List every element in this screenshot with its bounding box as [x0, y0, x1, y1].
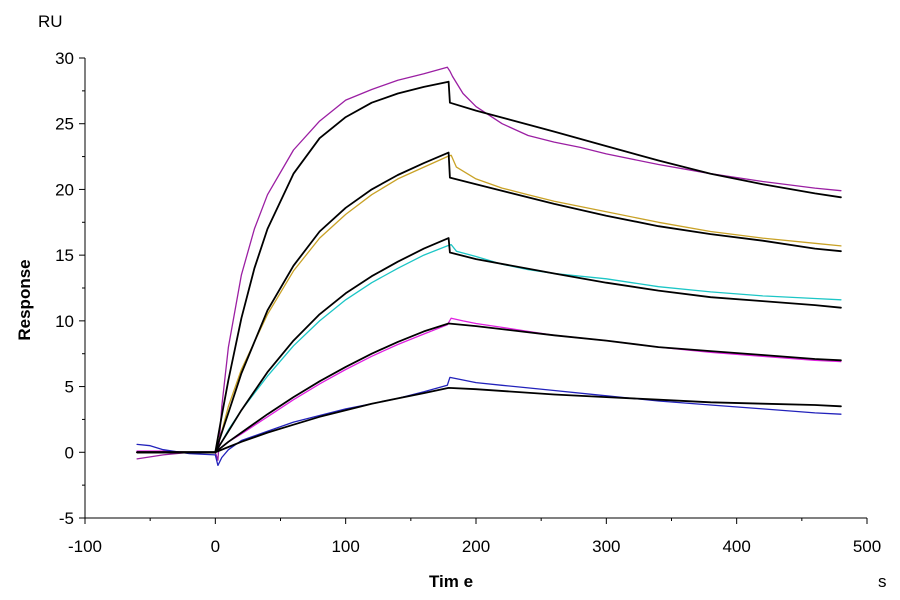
response-curve-1	[136, 154, 842, 453]
y-axis-title: Response	[15, 259, 34, 340]
axes: -5 0 5 10 15 20 25 30 -100 0 100 200 300 400 500	[55, 49, 881, 556]
plot-area	[136, 66, 842, 467]
x-unit-label: s	[878, 572, 887, 591]
x-tick-label: 400	[722, 537, 750, 556]
y-tick-label: 25	[55, 115, 74, 134]
x-tick-label: 100	[331, 537, 359, 556]
y-tick-label: 30	[55, 49, 74, 68]
fit-curve-6	[136, 151, 842, 454]
fit-curve-8	[136, 322, 842, 454]
x-tick-label: 300	[592, 537, 620, 556]
y-tick-label: 20	[55, 180, 74, 199]
y-tick-label: 5	[65, 378, 74, 397]
response-curve-0	[136, 66, 842, 461]
fit-curve-9	[136, 387, 842, 454]
fit-curve-5	[136, 80, 842, 454]
x-tick-label: -100	[68, 537, 102, 556]
x-tick-label: 200	[462, 537, 490, 556]
x-axis-title: Tim e	[429, 572, 473, 591]
x-tick-label: 0	[211, 537, 220, 556]
y-tick-label: -5	[59, 509, 74, 528]
y-unit-label: RU	[38, 12, 63, 31]
x-tick-label: 500	[853, 537, 881, 556]
response-curve-2	[136, 243, 842, 453]
y-tick-label: 15	[55, 246, 74, 265]
fit-curve-7	[136, 237, 842, 454]
y-tick-label: 0	[65, 443, 74, 462]
y-tick-label: 10	[55, 312, 74, 331]
